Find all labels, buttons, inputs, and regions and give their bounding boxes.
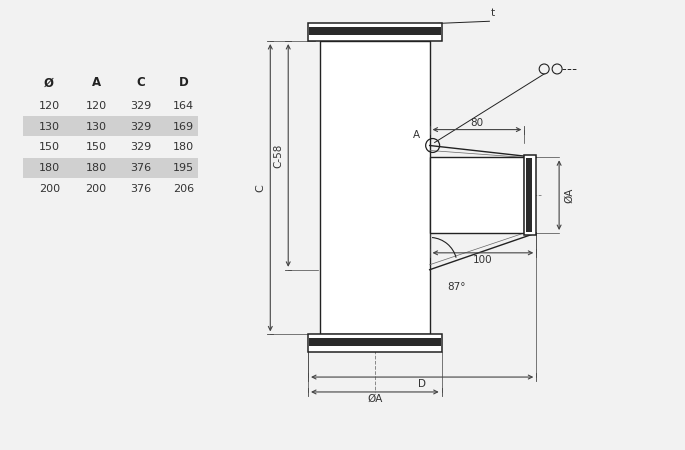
Text: 150: 150 [38,143,60,153]
Text: 329: 329 [130,122,151,131]
Text: 164: 164 [173,101,195,111]
Bar [23,158,197,178]
Bar [309,27,440,35]
Text: 329: 329 [130,143,151,153]
Text: C: C [256,184,265,192]
Bar [524,155,536,235]
Text: 195: 195 [173,163,195,173]
Bar [308,334,442,352]
Text: 376: 376 [130,163,151,173]
Text: 150: 150 [86,143,106,153]
Text: C: C [136,76,145,90]
Bar [23,116,197,136]
Text: 329: 329 [130,101,151,111]
Text: D: D [179,76,188,90]
Text: 120: 120 [86,101,107,111]
Text: 200: 200 [38,184,60,194]
Text: 376: 376 [130,184,151,194]
Text: 169: 169 [173,122,195,131]
Text: ØA: ØA [367,394,382,404]
Text: 130: 130 [38,122,60,131]
Text: 120: 120 [38,101,60,111]
Text: ØA: ØA [564,188,574,203]
Text: Ø: Ø [45,76,54,90]
Bar [526,158,532,232]
Text: 180: 180 [173,143,195,153]
Text: 200: 200 [86,184,107,194]
Text: 206: 206 [173,184,195,194]
Bar [309,338,440,346]
Text: 100: 100 [473,255,493,265]
Text: 180: 180 [86,163,107,173]
Bar [308,23,442,41]
Text: A: A [91,76,101,90]
Text: A: A [413,130,420,140]
Text: C-58: C-58 [273,143,284,167]
Text: 130: 130 [86,122,106,131]
Text: 80: 80 [471,117,484,128]
Text: 180: 180 [38,163,60,173]
Bar [429,158,524,233]
Bar [320,41,429,334]
Text: D: D [418,379,426,389]
Text: 87°: 87° [447,282,466,292]
Text: t: t [490,8,495,18]
